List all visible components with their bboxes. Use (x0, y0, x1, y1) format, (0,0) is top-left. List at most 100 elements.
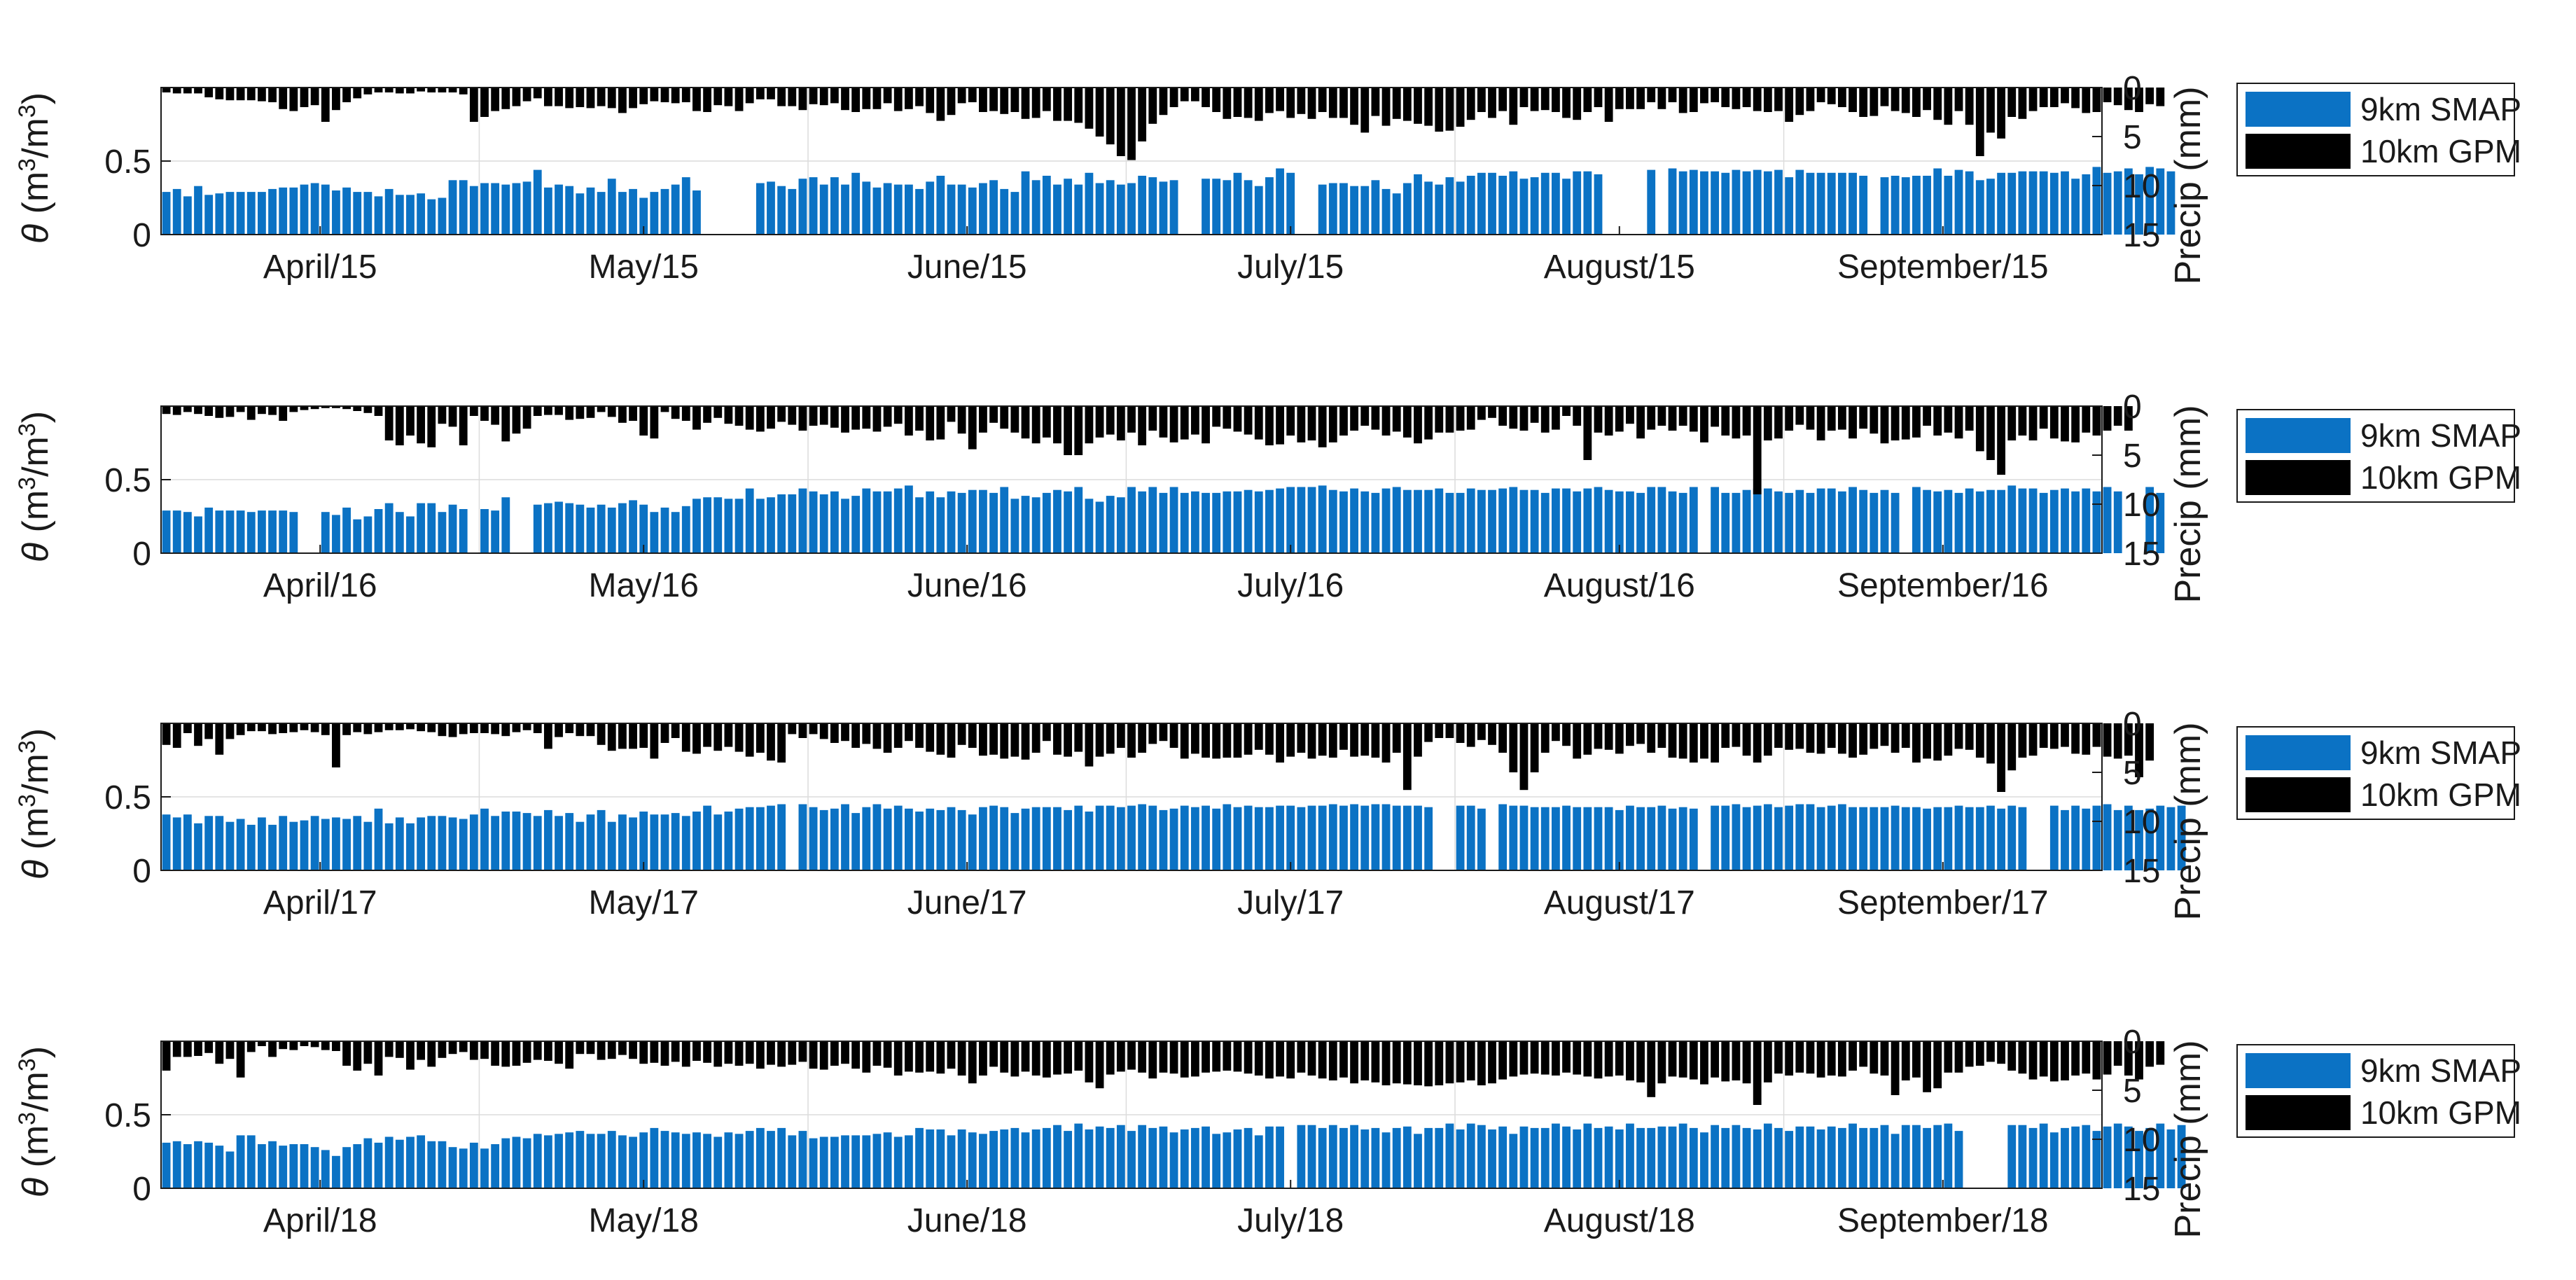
smap-bar (2007, 485, 2017, 553)
gpm-bar (1000, 406, 1009, 429)
gpm-bar (830, 1041, 839, 1066)
smap-bar (1371, 1127, 1380, 1188)
gpm-bar (1540, 406, 1550, 433)
smap-bar (300, 1144, 309, 1188)
smap-bar (1402, 183, 1412, 235)
smap-bar (1573, 807, 1582, 870)
smap-bar (321, 819, 330, 870)
gpm-bar (2018, 406, 2027, 436)
smap-bar (1042, 176, 1051, 235)
gpm-bar (767, 406, 775, 429)
gpm-bar (1689, 723, 1698, 763)
smap-bar (1085, 499, 1094, 553)
smap-bar (2018, 488, 2027, 553)
gpm-bar (332, 723, 340, 767)
left-tick-label: 0.5 (104, 779, 151, 816)
left-axis-label-units: (m (15, 490, 56, 533)
gpm-bar (2145, 1041, 2154, 1067)
legend-label-gpm: 10km GPM (2360, 459, 2521, 496)
gpm-bar (1445, 723, 1454, 738)
gpm-bar (215, 406, 224, 418)
gpm-bar (2082, 1041, 2091, 1074)
gpm-bar (1276, 88, 1284, 111)
smap-bar (904, 184, 913, 235)
gpm-bar (2082, 406, 2091, 433)
smap-bar (522, 813, 531, 870)
smap-bar (1519, 805, 1529, 870)
gpm-bar (1668, 723, 1677, 758)
gpm-bar (1901, 723, 1910, 748)
smap-bar (353, 1144, 362, 1188)
smap-bar (1763, 488, 1772, 553)
smap-bar (2071, 179, 2080, 235)
gpm-bar (480, 406, 489, 421)
smap-bar (883, 808, 892, 870)
smap-bar (883, 183, 892, 235)
smap-bar (586, 814, 595, 870)
smap-bar (777, 494, 786, 553)
smap-bar (1837, 1127, 1846, 1188)
smap-bar (2007, 1125, 2017, 1188)
smap-bar (533, 169, 542, 235)
gpm-bar (1169, 1041, 1178, 1074)
gpm-bar (1064, 723, 1073, 757)
smap-bar (225, 510, 235, 553)
smap-bar (2028, 1127, 2038, 1188)
smap-bar (332, 1155, 340, 1188)
smap-bar (1106, 805, 1115, 870)
gpm-bar (1859, 723, 1868, 755)
legend-swatch-gpm (2246, 134, 2351, 169)
gpm-bar (1647, 406, 1656, 430)
smap-bar (629, 188, 637, 235)
smap-bar (172, 510, 181, 553)
gpm-bar (1573, 723, 1582, 759)
smap-bar (1106, 496, 1115, 553)
smap-bar (417, 503, 426, 553)
smap-bar (1254, 807, 1263, 870)
smap-bar (215, 816, 224, 870)
gpm-bar (1297, 1041, 1306, 1073)
gpm-bar (363, 88, 373, 95)
smap-bar (2166, 807, 2175, 870)
right-axis-label: Precip (mm) (2168, 86, 2208, 284)
left-axis-label-units: /m (15, 1071, 56, 1112)
smap-bar (1233, 1129, 1242, 1188)
smap-bar (2113, 171, 2122, 235)
gpm-bar (194, 1041, 202, 1056)
gpm-bar (1233, 1041, 1242, 1072)
gpm-bar (607, 88, 616, 109)
gpm-bar (1307, 406, 1316, 440)
smap-bar (1307, 1125, 1316, 1188)
gpm-bar (1233, 723, 1242, 758)
gpm-bar (1540, 88, 1550, 111)
gpm-bar (2145, 723, 2154, 761)
smap-bar (703, 805, 712, 870)
gpm-bar (798, 723, 807, 738)
gpm-bar (915, 723, 924, 748)
gpm-bar (469, 723, 478, 733)
smap-bar (438, 1141, 447, 1188)
gpm-bar (1562, 88, 1571, 118)
gpm-bar (734, 723, 744, 752)
gpm-bar (1392, 406, 1401, 432)
gpm-bar (1371, 723, 1380, 758)
smap-bar (1901, 177, 1910, 235)
gpm-bar (1891, 723, 1900, 753)
smap-bar (1424, 1127, 1433, 1188)
smap-bar (353, 519, 362, 553)
smap-bar (1339, 183, 1348, 235)
gpm-bar (703, 88, 712, 112)
gpm-bar (1573, 88, 1582, 120)
smap-bar (629, 1136, 637, 1188)
smap-bar (1169, 487, 1178, 553)
gpm-bar (480, 1041, 489, 1059)
gpm-bar (1435, 406, 1444, 433)
gpm-bar (724, 406, 733, 424)
gpm-bar (1371, 406, 1380, 430)
gpm-bar (1509, 88, 1518, 125)
smap-bar (618, 503, 627, 553)
smap-bar (501, 812, 510, 870)
gpm-bar (979, 723, 987, 756)
month-label: August/16 (1544, 567, 1695, 604)
smap-bar (183, 1144, 192, 1188)
